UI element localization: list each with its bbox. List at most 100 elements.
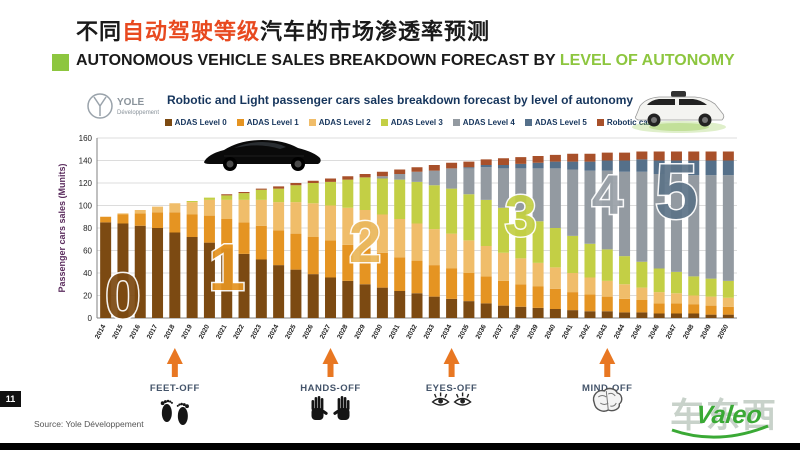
bar-segment	[221, 195, 233, 200]
bar-segment	[601, 280, 613, 297]
bar-segment	[653, 160, 665, 174]
bar-segment	[376, 214, 388, 253]
bar-segment	[497, 207, 509, 253]
cn-title-prefix: 不同	[76, 19, 123, 44]
bar-segment	[619, 171, 631, 257]
x-tick-label: 2024	[267, 323, 280, 340]
bar-segment	[203, 197, 215, 200]
legend-label: ADAS Level 0	[174, 118, 227, 127]
bar-segment	[359, 210, 371, 249]
bar-segment	[446, 162, 458, 169]
bar-segment	[688, 276, 700, 296]
bar-segment	[532, 162, 544, 169]
x-tick-label: 2018	[163, 323, 176, 340]
sedan-rim-rear	[226, 160, 234, 168]
bar-segment	[515, 258, 527, 285]
bar-segment	[688, 313, 700, 318]
bar-segment	[688, 295, 700, 305]
bar-segment	[376, 176, 388, 179]
legend-item: ADAS Level 4	[452, 118, 515, 127]
bar-segment	[463, 273, 475, 302]
bar-segment	[515, 157, 527, 164]
taxi-rim-rear	[702, 117, 708, 123]
legend-swatch	[452, 119, 460, 126]
bar-segment	[203, 199, 215, 216]
bar-segment	[100, 222, 112, 318]
taxi-rim-front	[651, 117, 657, 123]
bar-segment	[134, 225, 146, 318]
bar-segment	[325, 181, 337, 206]
bar-segment	[619, 152, 631, 161]
bar-segment	[428, 165, 440, 171]
milestone-label: HANDS-OFF	[300, 383, 360, 394]
bar-segment	[688, 151, 700, 161]
bar-segment	[411, 167, 423, 172]
milestone-eyes: EYES-OFF	[426, 348, 477, 406]
bar-segment	[290, 233, 302, 270]
bar-segment	[480, 159, 492, 165]
bar-segment	[463, 301, 475, 318]
bar-segment	[705, 278, 717, 297]
legend-label: Robotic cars	[606, 118, 656, 127]
bar-segment	[134, 213, 146, 226]
bar-segment	[411, 260, 423, 294]
bar-segment	[532, 221, 544, 263]
bar-segment	[411, 293, 423, 318]
bar-segment	[446, 268, 458, 299]
bar-segment	[359, 284, 371, 318]
bar-segment	[688, 175, 700, 277]
bar-segment	[169, 232, 181, 318]
bar-segment	[152, 228, 164, 318]
bar-segment	[255, 259, 267, 318]
bar-segment	[549, 154, 561, 162]
bar-segment	[549, 309, 561, 318]
legend-swatch	[524, 119, 532, 126]
x-tick-label: 2025	[284, 323, 297, 340]
bar-segment	[238, 222, 250, 254]
bar-segment	[549, 267, 561, 289]
bar-segment	[636, 300, 648, 313]
bar-segment	[273, 186, 285, 189]
legend-swatch	[380, 119, 388, 126]
bar-segment	[394, 174, 406, 180]
bar-segment	[515, 284, 527, 307]
bar-segment	[688, 160, 700, 176]
bar-segment	[601, 152, 613, 161]
bar-segment	[359, 174, 371, 178]
bar-segment	[549, 168, 561, 228]
bar-segment	[567, 169, 579, 236]
milestone-arrow-stem	[327, 364, 334, 377]
x-tick-label: 2028	[336, 323, 349, 340]
bar-segment	[376, 171, 388, 177]
bar-segment	[394, 179, 406, 219]
brain-icon	[592, 387, 623, 412]
bar-segment	[411, 171, 423, 182]
bar-segment	[186, 201, 198, 203]
bar-segment	[497, 158, 509, 165]
bar-segment	[152, 206, 164, 213]
bar-segment	[186, 237, 198, 318]
bar-segment	[653, 313, 665, 318]
bar-segment	[376, 287, 388, 318]
legend-label: ADAS Level 5	[534, 118, 587, 127]
bar-segment	[480, 303, 492, 318]
bar-segment	[584, 294, 596, 312]
bar-segment	[601, 170, 613, 250]
yole-logo-circle	[87, 93, 113, 119]
y-tick-label: 80	[83, 224, 92, 233]
x-tick-label: 2017	[146, 323, 159, 340]
cn-title-suffix: 汽车的市场渗透率预测	[260, 19, 491, 44]
bar-segment	[549, 228, 561, 268]
x-tick-label: 2050	[717, 323, 730, 340]
bar-segment	[446, 188, 458, 234]
bar-segment	[636, 151, 648, 160]
bar-segment	[653, 268, 665, 293]
bar-segment	[619, 284, 631, 299]
cn-title-highlight: 自动驾驶等级	[122, 19, 261, 44]
bar-segment	[359, 248, 371, 285]
bar-segment	[722, 306, 734, 315]
bar-segment	[376, 178, 388, 215]
bar-segment	[376, 252, 388, 288]
bar-segment	[636, 171, 648, 262]
